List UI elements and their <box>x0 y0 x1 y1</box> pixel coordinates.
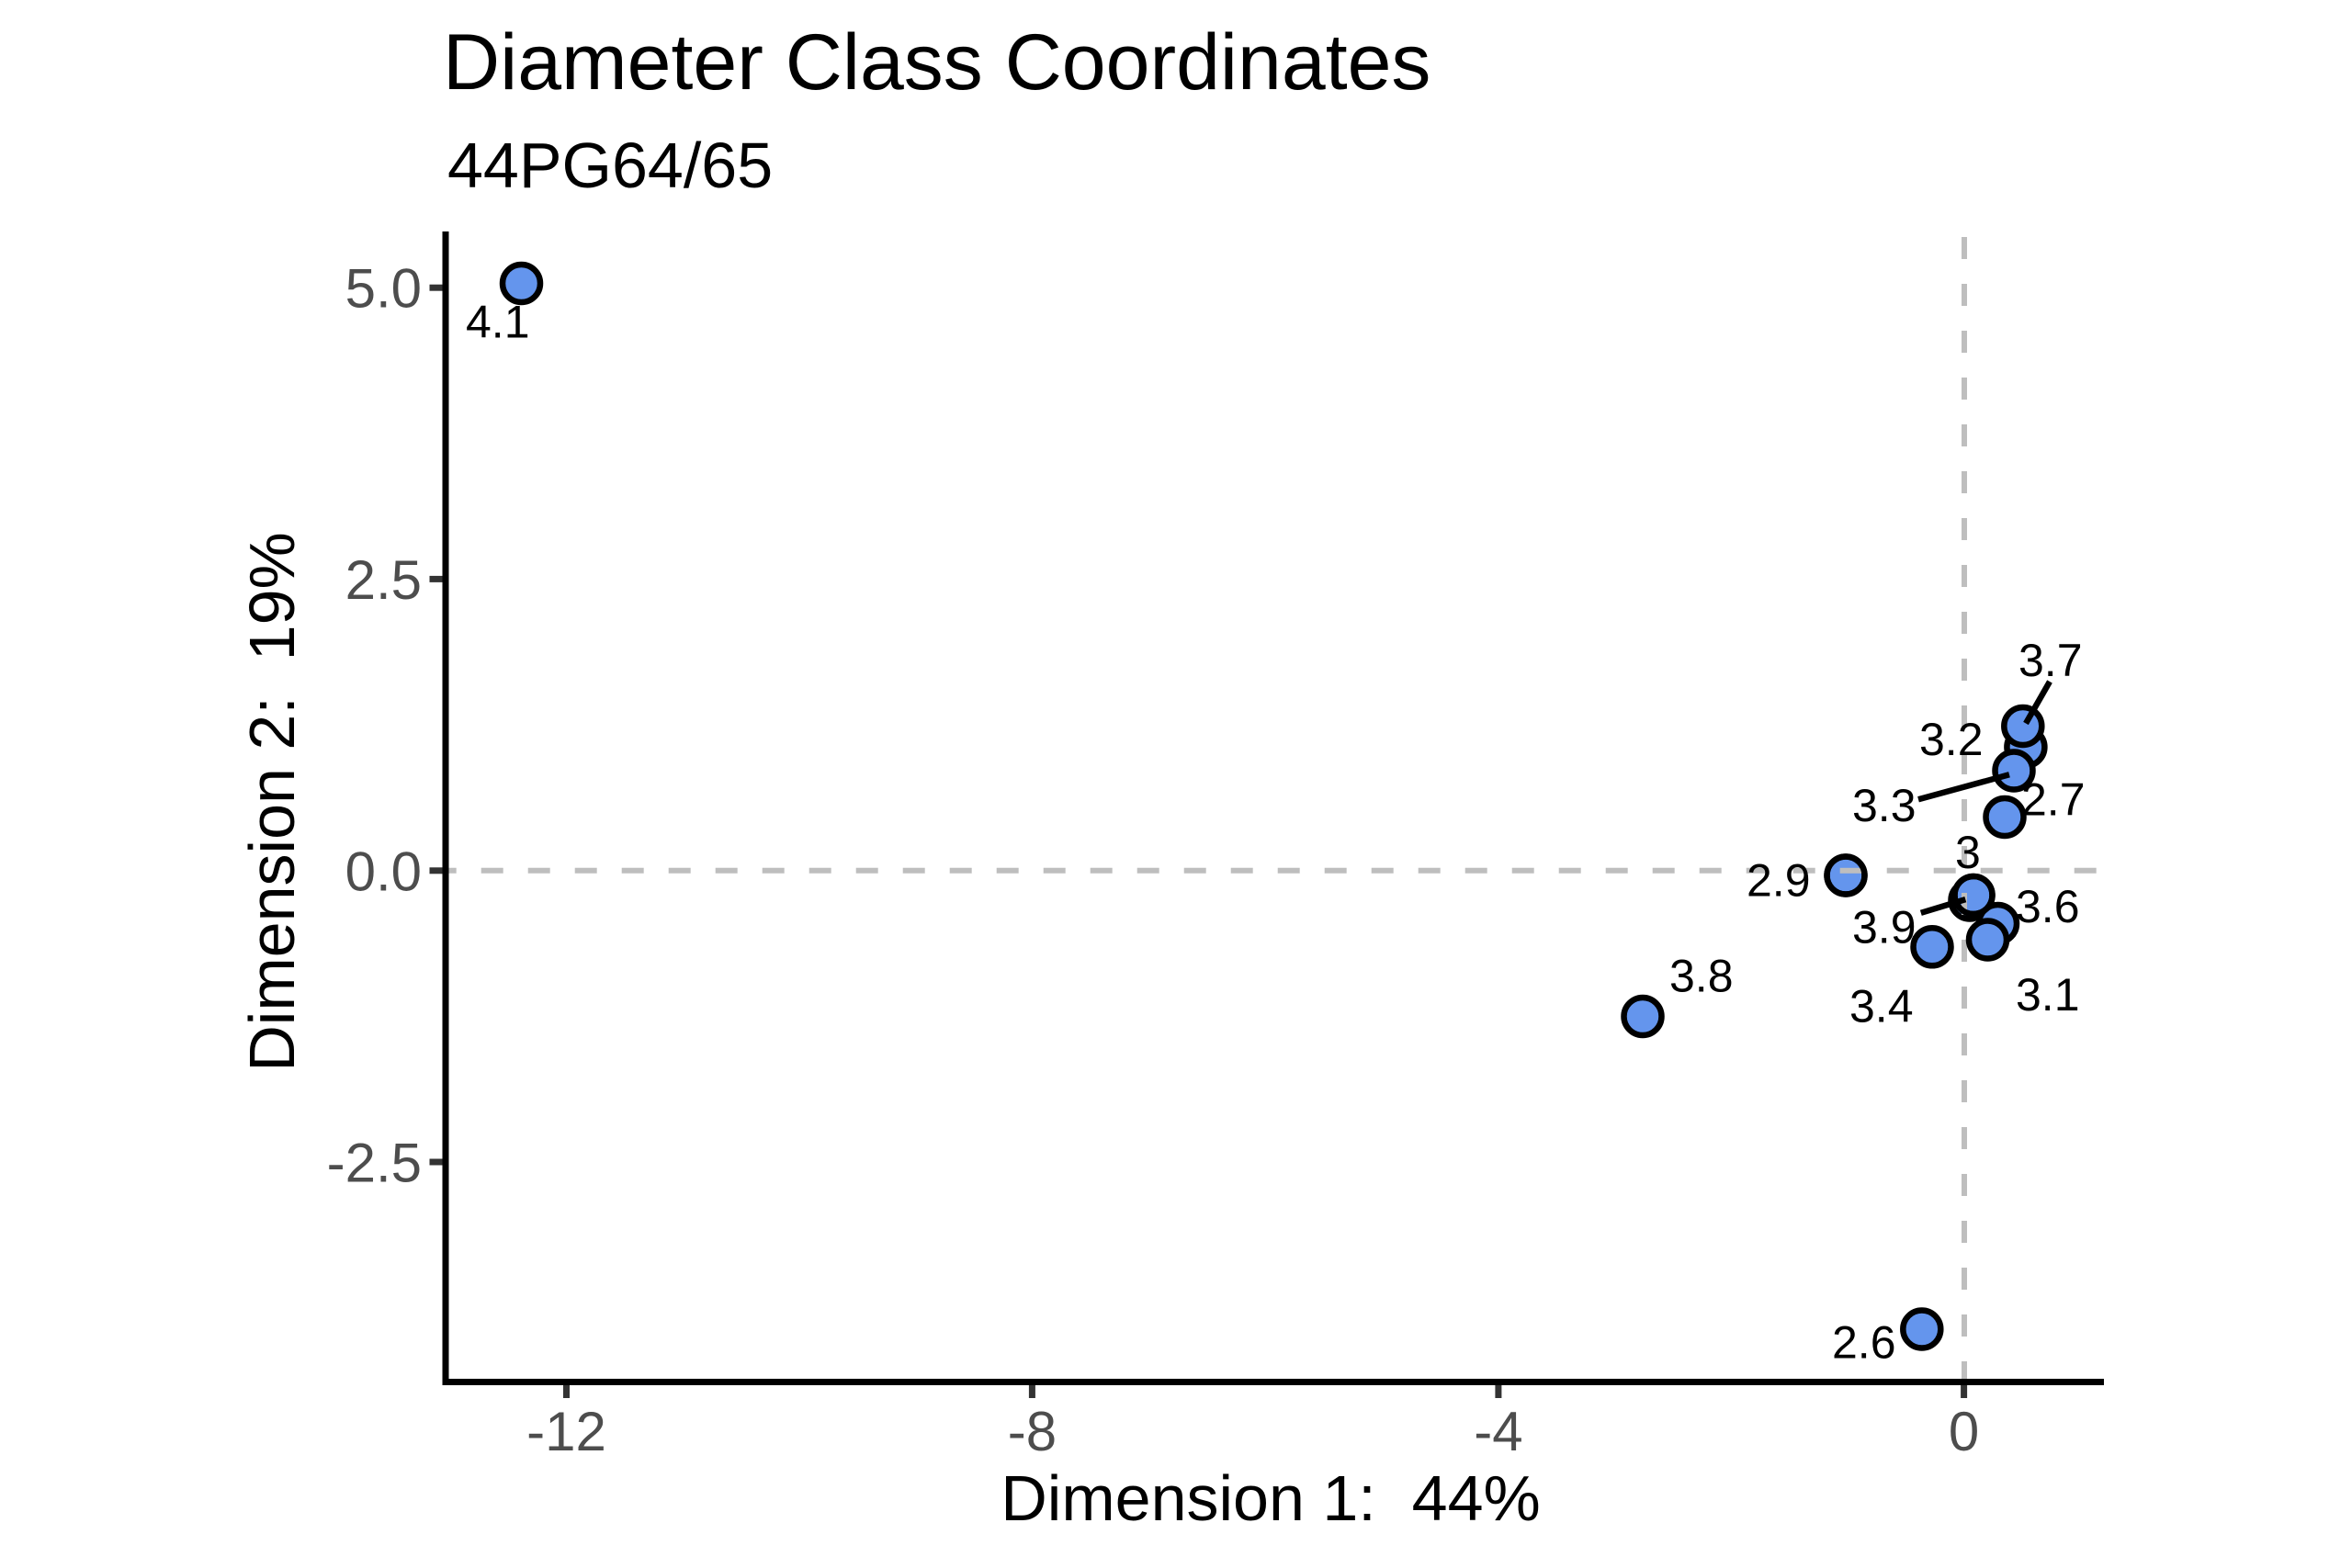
svg-text:3.4: 3.4 <box>1849 981 1914 1032</box>
svg-text:0: 0 <box>1949 1401 1979 1462</box>
svg-text:-4: -4 <box>1474 1401 1522 1462</box>
svg-text:44PG64/65: 44PG64/65 <box>447 130 773 201</box>
svg-text:3.2: 3.2 <box>1919 714 1984 765</box>
svg-text:Dimension 1: 44%: Dimension 1: 44% <box>1001 1462 1541 1534</box>
svg-text:Dimension 2: 19%: Dimension 2: 19% <box>236 532 308 1072</box>
svg-text:Diameter Class Coordinates: Diameter Class Coordinates <box>443 18 1430 107</box>
svg-text:2.7: 2.7 <box>2021 774 2086 826</box>
svg-text:0.0: 0.0 <box>345 840 422 902</box>
svg-text:3.3: 3.3 <box>1852 780 1917 831</box>
svg-text:3.7: 3.7 <box>2018 635 2083 686</box>
svg-text:4.1: 4.1 <box>466 297 530 348</box>
svg-text:3.9: 3.9 <box>1852 902 1917 953</box>
svg-text:-2.5: -2.5 <box>327 1133 422 1194</box>
svg-text:-12: -12 <box>526 1401 606 1462</box>
svg-text:3.1: 3.1 <box>2016 969 2080 1021</box>
svg-text:2.5: 2.5 <box>345 549 422 611</box>
svg-text:3.8: 3.8 <box>1669 951 1734 1002</box>
svg-text:-8: -8 <box>1008 1401 1057 1462</box>
svg-text:3.6: 3.6 <box>2016 881 2080 932</box>
svg-text:2.6: 2.6 <box>1832 1317 1896 1369</box>
svg-text:5.0: 5.0 <box>345 258 422 320</box>
svg-text:2.9: 2.9 <box>1747 855 1811 907</box>
svg-text:3: 3 <box>1955 827 1981 878</box>
